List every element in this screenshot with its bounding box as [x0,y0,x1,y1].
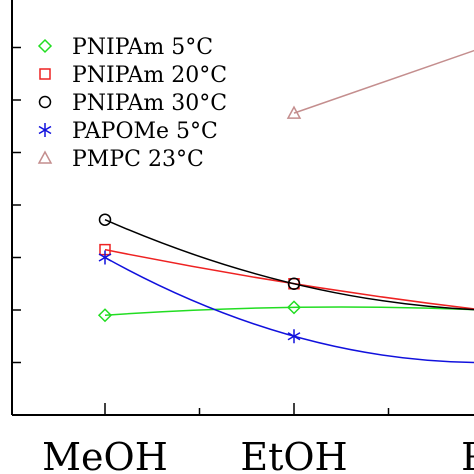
legend-item: PNIPAm 20°C [39,63,227,88]
series-line [293,49,474,114]
series-5 [286,49,474,119]
series-3 [98,213,474,311]
data-point [287,277,301,290]
legend-label: PNIPAm 30°C [72,91,227,116]
x-tick-label: Pr [461,435,474,474]
series-2 [99,243,474,310]
series-line [104,256,474,364]
data-point [97,308,113,323]
data-point [287,329,301,344]
data-point [98,213,112,226]
legend-marker [39,68,51,80]
legend-marker [38,95,52,109]
series-1 [97,300,474,323]
legend-label: PNIPAm 5°C [72,35,213,60]
data-point [98,250,112,265]
legend-marker [37,150,53,164]
legend-label: PAPOMe 5°C [72,119,218,144]
legend-marker [37,38,53,54]
series-line [104,219,474,311]
series-line [104,306,474,316]
legend-item: PNIPAm 30°C [38,91,227,116]
series-4 [98,250,474,364]
x-tick-label: EtOH [240,435,347,474]
legend-label: PNIPAm 20°C [72,63,227,88]
legend-item: PNIPAm 5°C [37,35,213,60]
legend: PNIPAm 5°C PNIPAm 20°C PNIPAm 30°C PAPOMe 5… [37,35,227,172]
legend-item: PAPOMe 5°C [38,119,218,144]
legend-label: PMPC 23°C [72,147,204,172]
x-tick-label: MeOH [42,435,168,474]
legend-marker [38,123,52,137]
legend-item: PMPC 23°C [37,147,204,172]
data-point [286,105,302,119]
data-point [286,300,302,315]
